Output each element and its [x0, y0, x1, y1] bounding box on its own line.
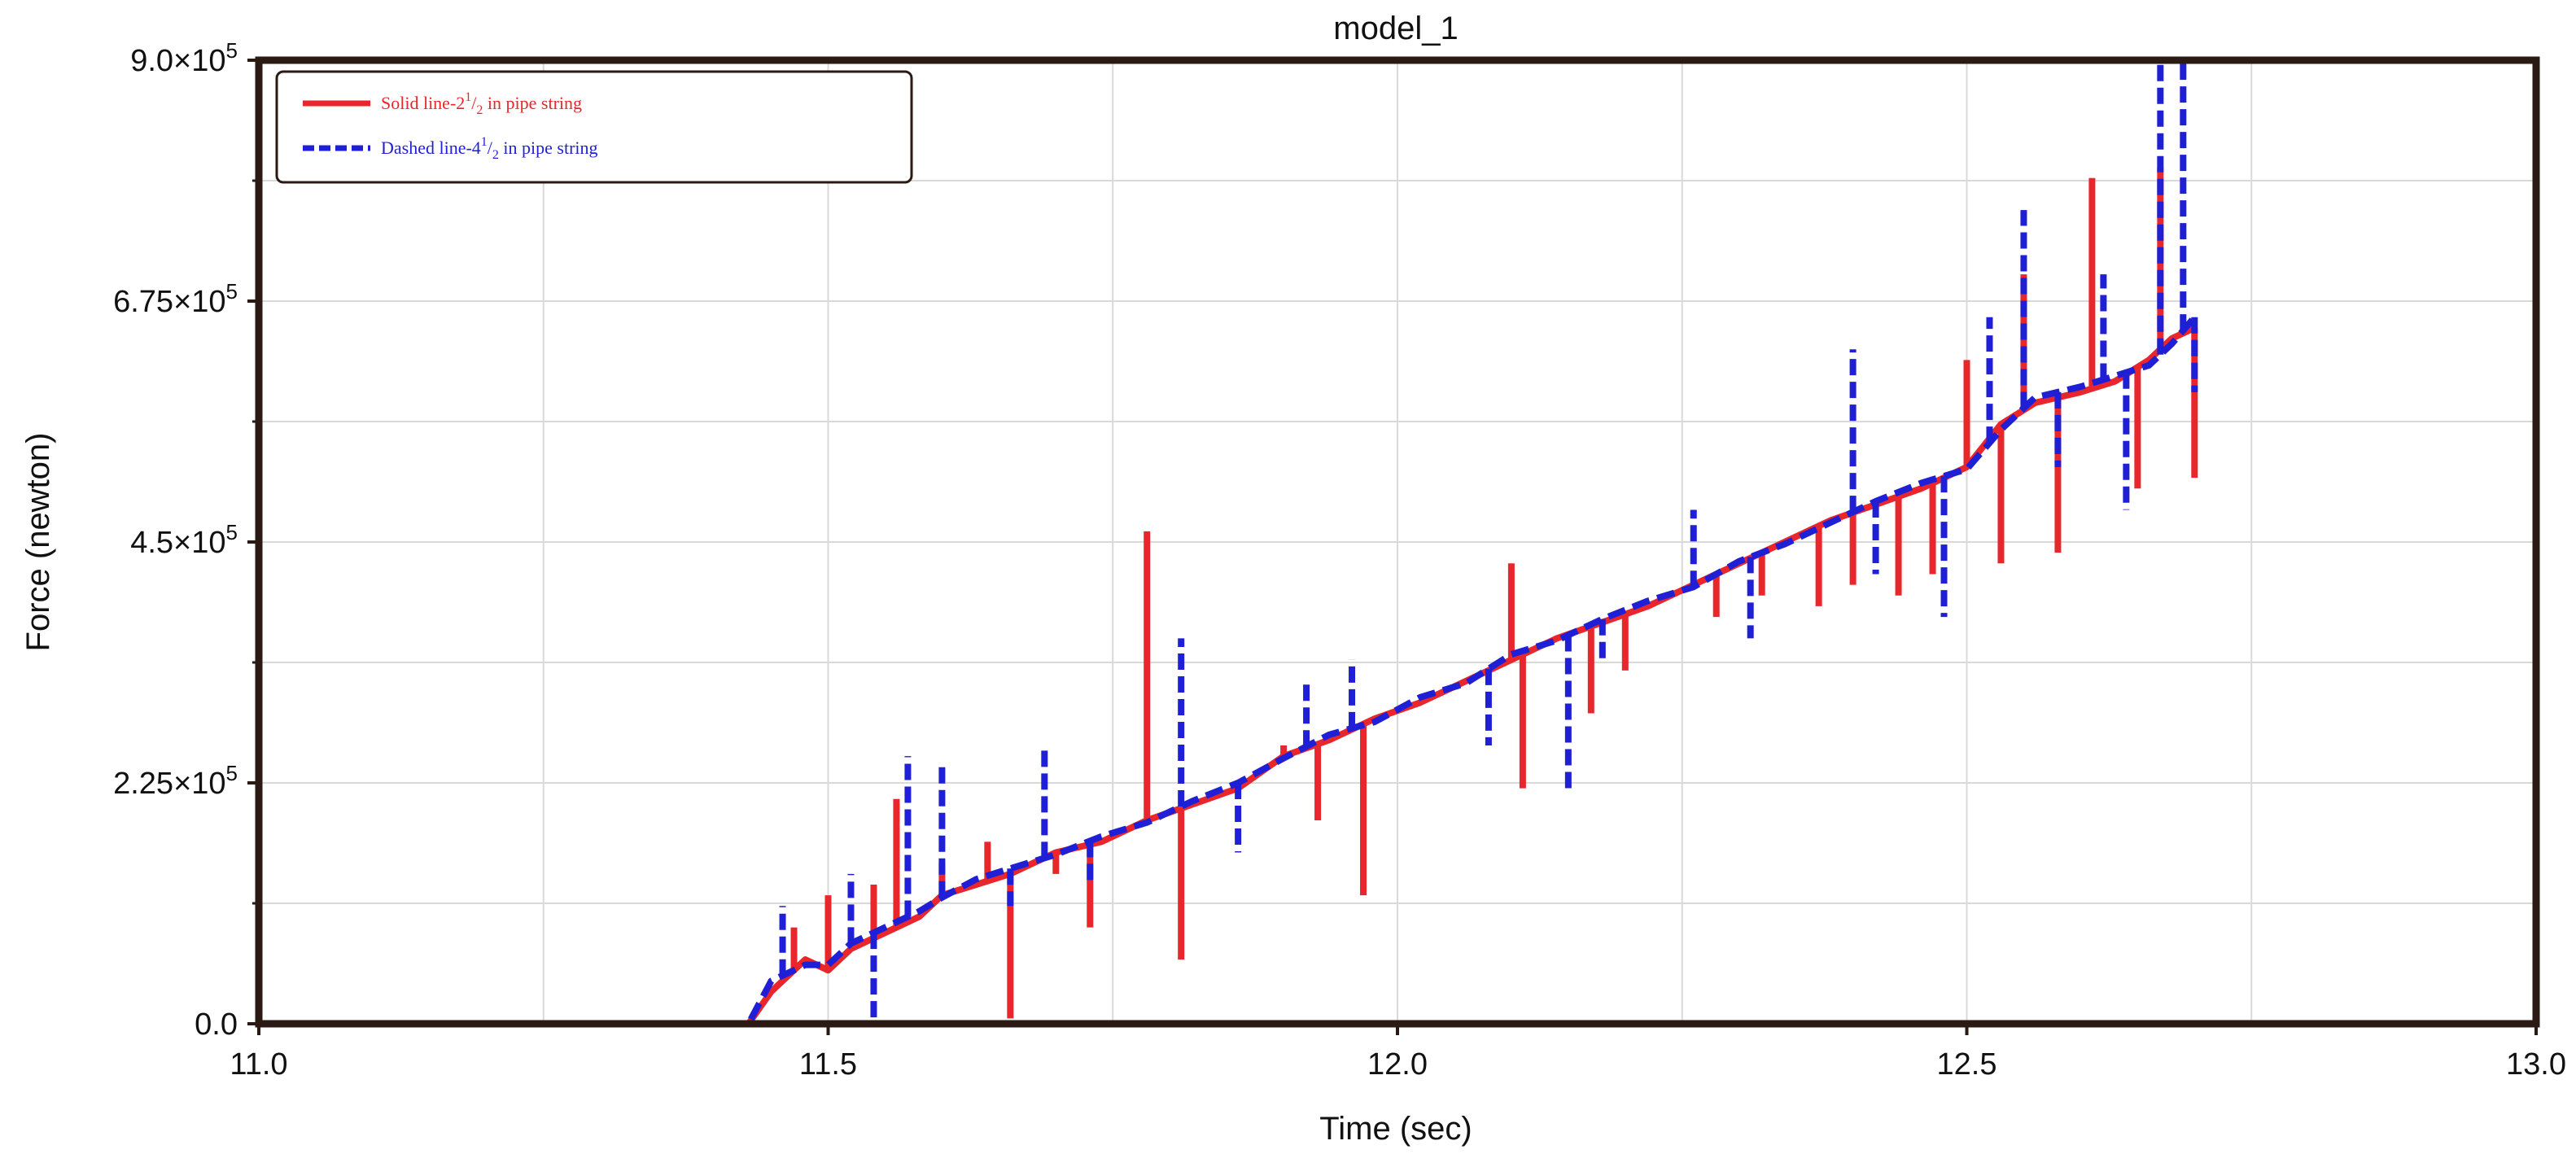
y-tick-label: 9.0×105 [130, 38, 238, 78]
chart-title: model_1 [1333, 11, 1458, 46]
series-line [259, 315, 2198, 1027]
series-dashed [259, 60, 2198, 1027]
y-axis: 0.0 2.25×105 4.5×105 6.75×105 9.0×105 [113, 38, 259, 1042]
x-axis: 11.0 11.5 12.0 12.5 13.0 [230, 1024, 2566, 1082]
y-tick-label: 6.75×105 [113, 279, 238, 319]
x-axis-label: Time (sec) [1319, 1111, 1472, 1147]
legend-box [275, 70, 913, 184]
series-line [259, 325, 2196, 1027]
legend: Solid line-21/2 in pipe string Dashed li… [275, 70, 913, 184]
y-tick-label: 2.25×105 [113, 761, 238, 801]
x-tick-label: 12.0 [1367, 1047, 1428, 1082]
x-tick-label: 11.0 [230, 1047, 287, 1082]
y-tick-label: 4.5×105 [130, 520, 238, 560]
y-tick-label: 0.0 [195, 1007, 238, 1042]
x-tick-label: 12.5 [1937, 1047, 1997, 1082]
legend-entry-solid: Solid line-21/2 in pipe string [381, 90, 582, 117]
grid [259, 60, 2536, 1024]
x-tick-label: 11.5 [799, 1047, 857, 1082]
legend-entry-dashed: Dashed line-41/2 in pipe string [381, 135, 598, 162]
series-layer [259, 60, 2198, 1027]
series-solid [259, 167, 2198, 1027]
y-axis-label: Force (newton) [20, 433, 56, 652]
x-tick-label: 13.0 [2506, 1047, 2566, 1082]
